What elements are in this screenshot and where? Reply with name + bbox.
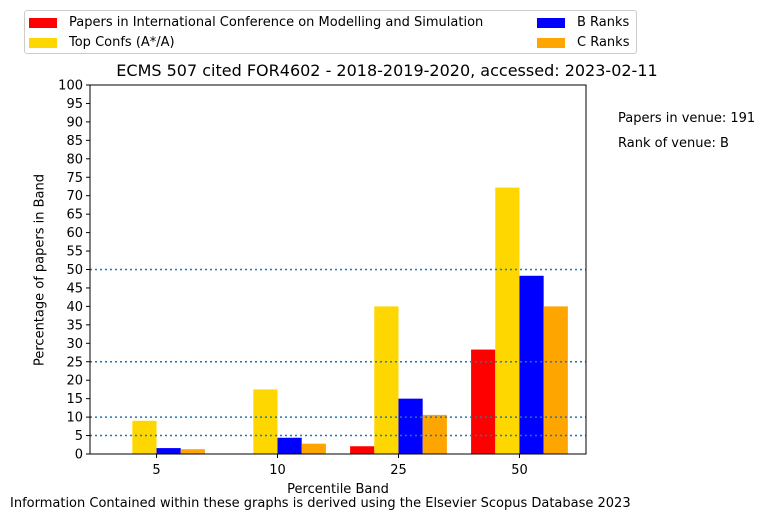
y-tick-label-0: 0	[75, 448, 83, 463]
bar-2-25	[374, 306, 399, 454]
legend-label-venue: Papers in International Conference on Mo…	[69, 15, 484, 30]
y-tick-label-85: 85	[66, 134, 83, 149]
legend-swatch-venue	[29, 17, 57, 28]
bar-1-25	[350, 446, 375, 454]
y-tick-label-30: 30	[66, 337, 83, 352]
legend-item-top-confs: Top Confs (A*/A)	[29, 35, 175, 50]
papers-in-venue-note: Papers in venue: 191	[618, 111, 756, 126]
y-tick-label-75: 75	[66, 171, 83, 186]
y-tick-label-60: 60	[66, 226, 83, 241]
y-tick-label-20: 20	[66, 374, 83, 389]
bar-3-10	[277, 437, 302, 454]
bar-3-25	[398, 398, 423, 454]
y-tick-label-50: 50	[66, 263, 83, 278]
y-tick-label-40: 40	[66, 300, 83, 315]
bar-2-50	[495, 187, 520, 454]
legend-swatch-b-ranks	[537, 17, 565, 28]
y-axis-label: Percentage of papers in Band	[32, 173, 48, 367]
rank-of-venue-note: Rank of venue: B	[618, 136, 729, 151]
y-tick-label-95: 95	[66, 97, 83, 112]
bar-2-10	[253, 389, 278, 454]
bar-4-5	[180, 449, 205, 454]
legend-label-c-ranks: C Ranks	[577, 35, 630, 50]
legend-swatch-top-confs	[29, 37, 57, 48]
x-tick-label-50: 50	[511, 463, 528, 478]
y-tick-label-65: 65	[66, 208, 83, 223]
x-tick-label-25: 25	[390, 463, 407, 478]
bar-4-50	[543, 306, 568, 454]
bar-4-25	[422, 414, 447, 454]
y-tick-label-80: 80	[66, 152, 83, 167]
legend-label-b-ranks: B Ranks	[577, 15, 630, 30]
legend-item-c-ranks: C Ranks	[537, 35, 629, 50]
y-tick-label-25: 25	[66, 355, 83, 370]
x-tick-label-10: 10	[269, 463, 286, 478]
legend-item-b-ranks: B Ranks	[537, 15, 629, 30]
x-axis-label: Percentile Band	[287, 482, 389, 497]
y-tick-label-70: 70	[66, 189, 83, 204]
y-tick-label-35: 35	[66, 318, 83, 333]
y-tick-label-90: 90	[66, 115, 83, 130]
bar-4-10	[301, 443, 326, 454]
y-tick-label-100: 100	[58, 79, 83, 94]
legend-swatch-c-ranks	[537, 37, 565, 48]
data-source-footer: Information Contained within these graph…	[10, 496, 631, 511]
legend-label-top-confs: Top Confs (A*/A)	[69, 35, 175, 50]
chart-title: ECMS 507 cited FOR4602 - 2018-2019-2020,…	[116, 61, 658, 80]
bar-3-5	[156, 448, 181, 454]
bar-3-50	[519, 275, 544, 454]
legend-item-venue: Papers in International Conference on Mo…	[29, 15, 483, 30]
x-tick-label-5: 5	[152, 463, 160, 478]
legend: Papers in International Conference on Mo…	[24, 10, 637, 54]
y-tick-label-15: 15	[66, 392, 83, 407]
y-tick-label-10: 10	[66, 411, 83, 426]
bar-2-5	[132, 420, 157, 454]
y-tick-label-45: 45	[66, 281, 83, 296]
y-tick-label-55: 55	[66, 245, 83, 260]
bar-1-50	[471, 349, 496, 454]
y-tick-label-5: 5	[75, 429, 83, 444]
